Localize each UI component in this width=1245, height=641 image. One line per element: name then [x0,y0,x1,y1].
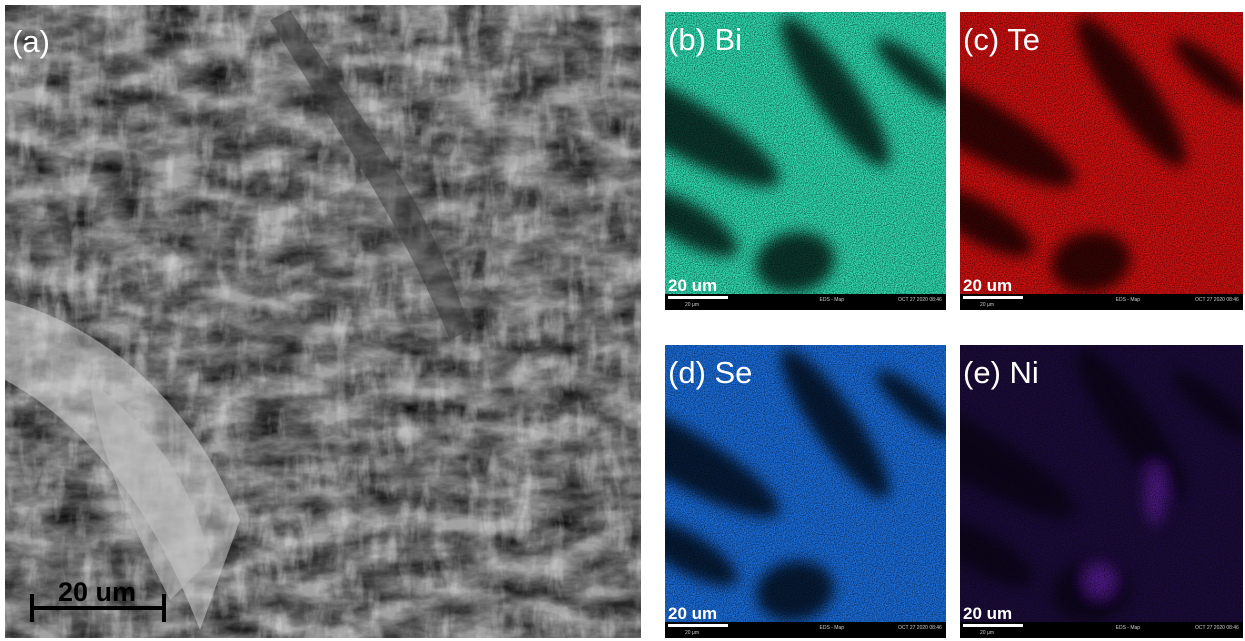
panel-label: (a) [12,24,50,59]
footer-text: EDS - Map [820,297,845,303]
scale-label: 20 um [963,604,1012,623]
figure: (a) 20 um 20 µm EDS - Map OCT 27 2020 08:4… [0,0,1245,641]
panel-label: (e) Ni [963,355,1039,390]
footer-text: 20 µm [685,630,699,636]
footer-text: EDS - Map [820,625,845,631]
footer-text: 20 µm [980,302,994,308]
footer-text: OCT 27 2020 08:46 [1195,297,1239,303]
scale-label: 20 um [668,604,717,623]
footer-text: EDS - Map [1116,625,1141,631]
footer-text: EDS - Map [1116,297,1141,303]
panel-label: (c) Te [963,22,1040,57]
scale-label: 20 um [963,276,1012,295]
panel-label: (d) Se [668,355,752,390]
scale-bar [668,624,728,627]
footer-text: OCT 27 2020 08:46 [898,297,942,303]
scale-bar [963,296,1023,299]
footer-text: 20 µm [980,630,994,636]
footer-text: OCT 27 2020 08:46 [898,625,942,631]
footer-text: 20 µm [685,302,699,308]
scale-bar [668,296,728,299]
panel-label: (b) Bi [668,22,742,57]
scale-label: 20 um [58,577,136,607]
scale-label: 20 um [668,276,717,295]
scale-bar [963,624,1023,627]
footer-text: OCT 27 2020 08:46 [1195,625,1239,631]
sem-panel: (a) 20 um [5,5,641,638]
